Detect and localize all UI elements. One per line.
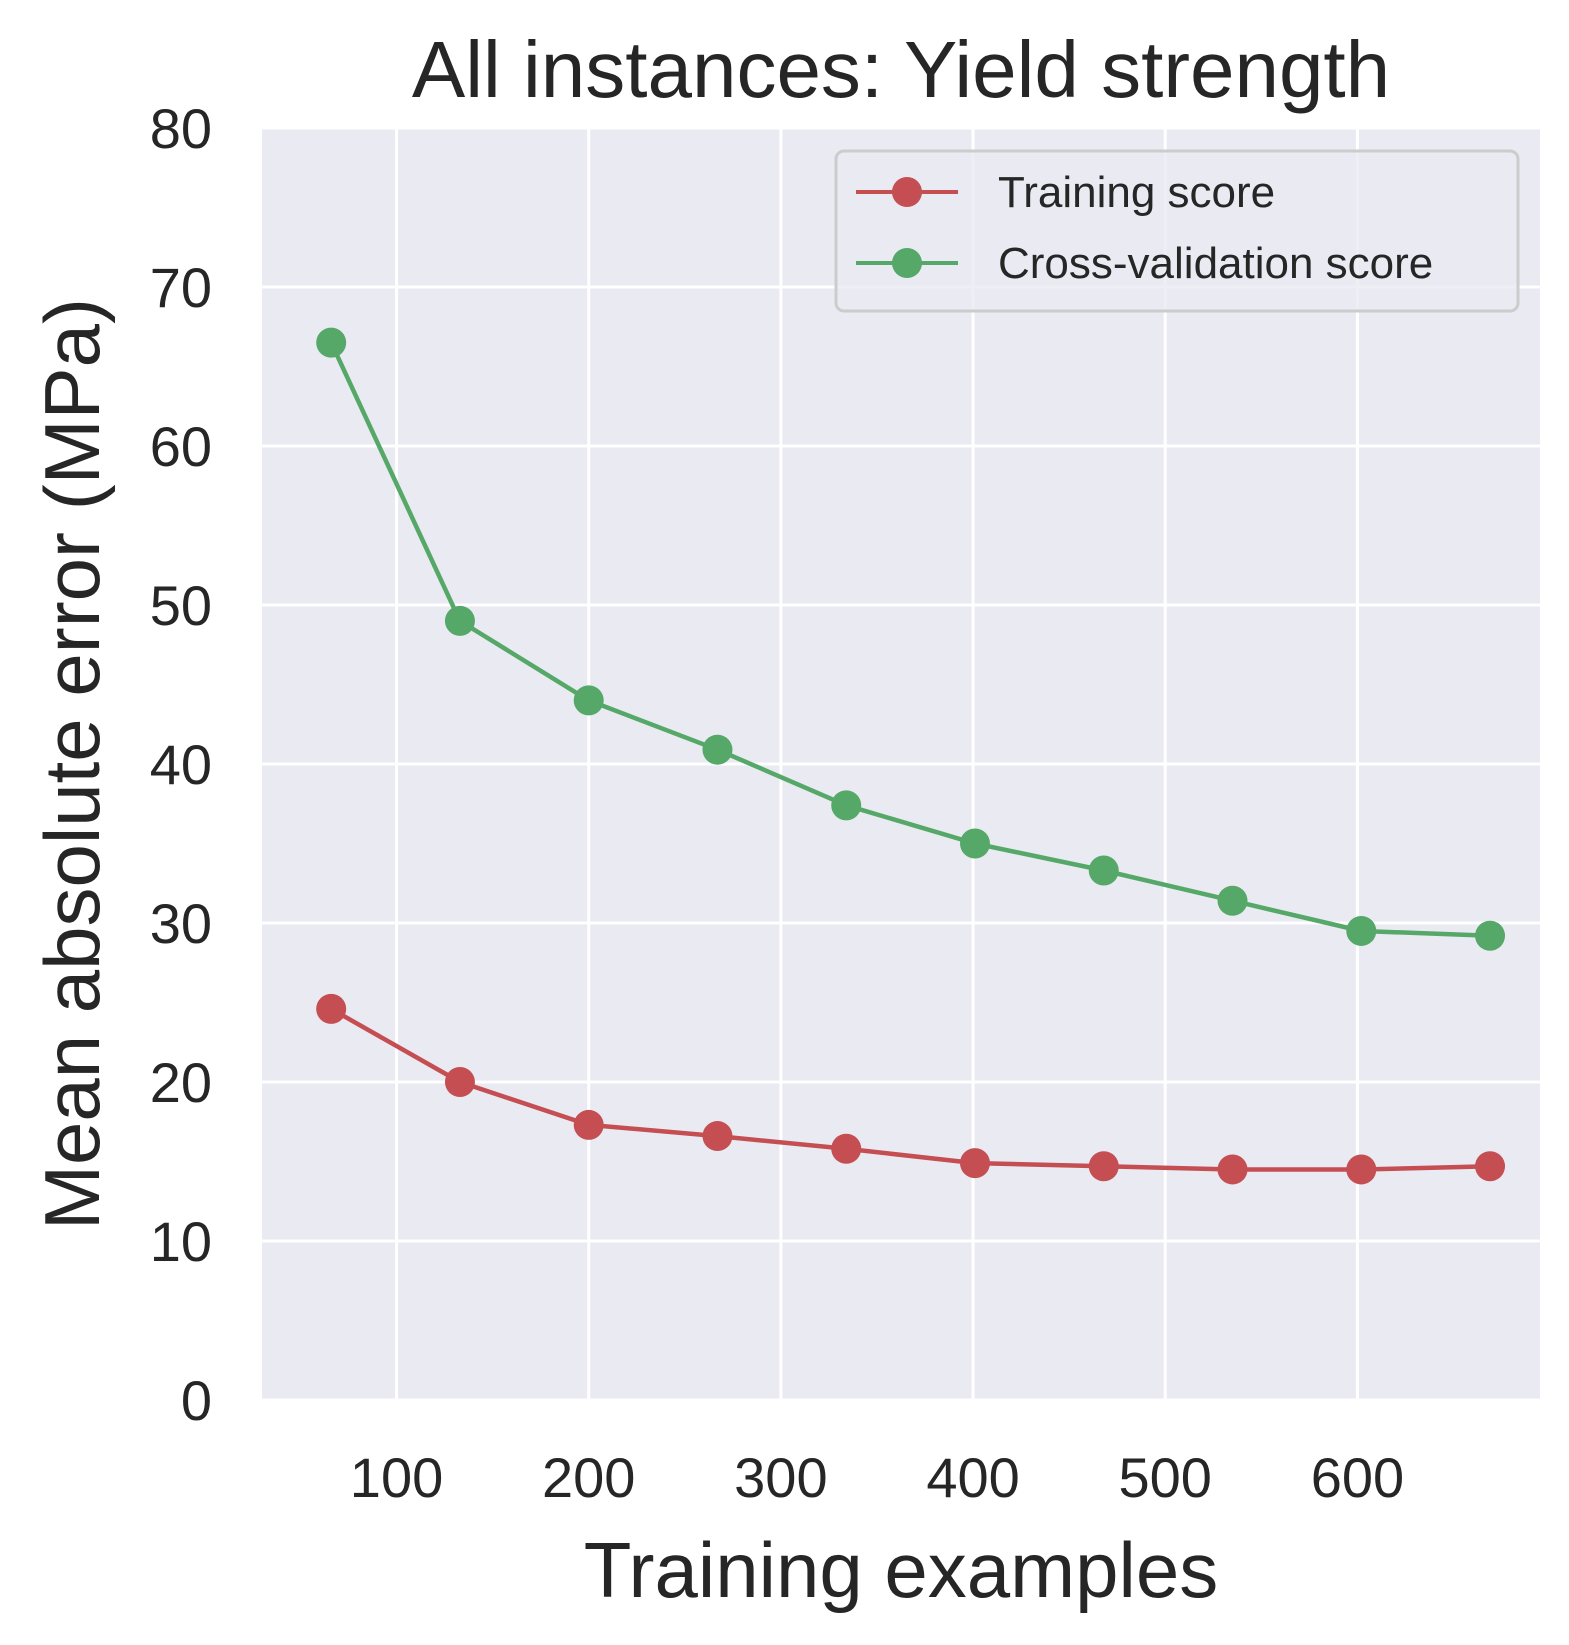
legend-label-training: Training score <box>998 168 1275 217</box>
data-point <box>573 685 604 716</box>
data-point <box>959 1148 990 1179</box>
y-tick-label: 50 <box>150 574 212 637</box>
data-point <box>959 828 990 859</box>
data-point <box>1088 855 1119 886</box>
y-tick-label: 0 <box>181 1369 212 1432</box>
data-point <box>316 327 347 358</box>
data-point <box>1217 885 1248 916</box>
legend-label-cv: Cross-validation score <box>998 239 1433 288</box>
x-tick-label: 600 <box>1311 1446 1404 1509</box>
data-point <box>831 1133 862 1164</box>
data-point <box>702 1121 733 1152</box>
data-point <box>1475 1151 1506 1182</box>
data-point <box>1088 1151 1119 1182</box>
x-tick-label: 100 <box>350 1446 443 1509</box>
data-point <box>316 993 347 1024</box>
data-point <box>1475 920 1506 951</box>
x-tick-label: 200 <box>542 1446 635 1509</box>
data-point <box>831 790 862 821</box>
y-tick-label: 10 <box>150 1210 212 1273</box>
data-point <box>1217 1154 1248 1185</box>
y-tick-label: 20 <box>150 1051 212 1114</box>
x-tick-label: 400 <box>926 1446 1019 1509</box>
y-tick-label: 80 <box>150 97 212 160</box>
y-axis-label: Mean absolute error (MPa) <box>28 298 116 1230</box>
series-layer <box>316 327 1506 1185</box>
y-tick-label: 60 <box>150 415 212 478</box>
legend: Training score Cross-validation score <box>834 149 1520 313</box>
y-tick-label: 70 <box>150 256 212 319</box>
data-point <box>444 605 475 636</box>
data-point <box>573 1109 604 1140</box>
x-axis-label: Training examples <box>584 1526 1218 1614</box>
legend-marker-cv <box>892 248 922 278</box>
data-point <box>1346 1154 1377 1185</box>
series-cross-validation <box>316 327 1506 951</box>
tick-labels: 100 200 300 400 500 600 0 10 20 30 40 50 60 70 80 <box>150 97 1404 1509</box>
series-line <box>329 341 1491 938</box>
y-tick-label: 30 <box>150 892 212 955</box>
data-point <box>444 1067 475 1097</box>
legend-marker-training <box>892 177 922 207</box>
x-tick-label: 500 <box>1119 1446 1212 1509</box>
series-training <box>316 993 1506 1185</box>
series-line <box>330 1006 1491 1172</box>
legend-box <box>834 149 1520 313</box>
data-point <box>702 734 733 765</box>
x-tick-label: 300 <box>734 1446 827 1509</box>
data-point <box>1346 915 1377 946</box>
chart-title: All instances: Yield strength <box>412 25 1390 114</box>
y-tick-label: 40 <box>150 733 212 796</box>
